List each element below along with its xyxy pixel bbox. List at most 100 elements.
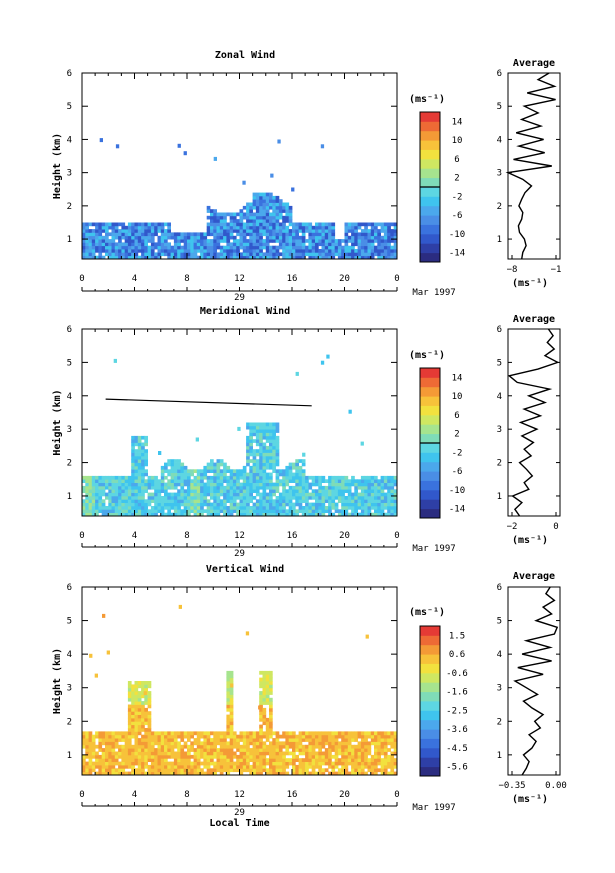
heatmap-cell	[370, 232, 375, 237]
heatmap-cell	[265, 506, 270, 510]
heatmap-cell	[288, 229, 293, 233]
heatmap-cell	[331, 235, 336, 240]
heatmap-cell	[265, 761, 270, 766]
heatmap-cell	[134, 489, 139, 493]
heatmap-cell	[160, 751, 165, 756]
heatmap-cell	[134, 681, 139, 685]
heatmap-cell	[98, 235, 103, 240]
heatmap-cell	[272, 219, 276, 223]
heatmap-cell	[269, 229, 273, 233]
heatmap-cell	[377, 255, 381, 260]
heatmap-cell	[311, 479, 316, 483]
heatmap-cell	[383, 245, 388, 250]
heatmap-cell	[354, 242, 358, 247]
heatmap-cell	[160, 761, 165, 766]
heatmap-cell	[213, 242, 217, 247]
heatmap-cell	[226, 721, 231, 726]
heatmap-cell	[265, 435, 270, 440]
heatmap-cell	[239, 469, 244, 473]
heatmap-cell	[121, 502, 126, 507]
heatmap-cell	[301, 252, 306, 257]
heatmap-cell	[351, 758, 355, 762]
heatmap-cell	[255, 472, 260, 477]
heatmap-cell	[315, 731, 319, 736]
heatmap-cell	[164, 764, 168, 769]
heatmap-cell	[213, 754, 217, 759]
heatmap-cell	[147, 758, 152, 762]
heatmap-cell	[380, 489, 385, 493]
heatmap-cell	[255, 192, 260, 197]
colorbar-segment	[420, 461, 440, 472]
heatmap-cell	[252, 465, 257, 470]
heatmap-cell	[141, 764, 145, 769]
heatmap-cell	[219, 506, 224, 510]
heatmap-cell	[101, 222, 106, 227]
heatmap-cell	[177, 761, 181, 766]
heatmap-cell	[301, 512, 306, 517]
heatmap-cell	[275, 744, 280, 749]
heatmap-cell	[259, 738, 263, 742]
heatmap-cell	[364, 475, 368, 480]
heatmap-cell	[380, 475, 385, 480]
colorbar-segment	[420, 130, 440, 141]
heatmap-cell	[141, 754, 145, 759]
heatmap-cell	[249, 212, 253, 217]
heatmap-cell	[108, 482, 112, 487]
heatmap-cell	[223, 462, 227, 467]
heatmap-cell	[393, 482, 398, 487]
heatmap-cell	[383, 734, 388, 739]
heatmap-cell	[351, 252, 355, 257]
heatmap-cell	[177, 459, 181, 463]
heatmap-cell	[249, 485, 253, 490]
heatmap-cell	[134, 771, 139, 776]
heatmap-cell	[111, 235, 116, 240]
heatmap-cell	[242, 496, 247, 500]
heatmap-cell	[278, 472, 283, 477]
heatmap-cell	[177, 479, 181, 483]
heatmap-cell	[105, 731, 109, 736]
heatmap-cell	[154, 761, 158, 766]
heatmap-cell	[134, 472, 139, 477]
heatmap-cell	[137, 245, 142, 250]
heatmap-cell	[105, 245, 109, 250]
heatmap-cell	[298, 249, 303, 253]
heatmap-cell	[278, 768, 283, 773]
heatmap-cell	[328, 485, 332, 490]
heatmap-cell	[259, 215, 263, 220]
heatmap-cell	[298, 734, 303, 739]
heatmap-cell	[262, 506, 267, 510]
heatmap-cell	[101, 245, 106, 250]
heatmap-cell	[347, 496, 352, 500]
heatmap-cell	[324, 479, 329, 483]
heatmap-cell	[344, 512, 349, 517]
heatmap-cell	[272, 771, 276, 776]
heatmap-cell	[390, 509, 395, 513]
heatmap-cell	[262, 242, 267, 247]
heatmap-cell	[229, 479, 234, 483]
heatmap-cell	[203, 754, 208, 759]
heatmap-cell	[236, 232, 240, 237]
heatmap-cell	[269, 449, 273, 453]
heatmap-cell	[305, 479, 309, 483]
heatmap-cell	[216, 738, 221, 742]
heatmap-cell	[210, 744, 214, 749]
avg-y-tick-label: 6	[497, 69, 502, 79]
heatmap-cell	[262, 684, 267, 689]
y-tick-label: 3	[67, 684, 72, 694]
heatmap-cell	[308, 482, 313, 487]
heatmap-cell	[252, 429, 257, 433]
heatmap-cell	[167, 741, 171, 746]
heatmap-cell	[167, 245, 171, 250]
heatmap-cell	[315, 475, 319, 480]
heatmap-cell	[216, 754, 221, 759]
heatmap-cell	[357, 764, 362, 769]
heatmap-cell	[364, 489, 368, 493]
heatmap-cell	[164, 489, 168, 493]
heatmap-cell	[249, 469, 253, 473]
average-title: Average	[513, 314, 555, 325]
heatmap-cell	[255, 758, 260, 762]
heatmap-cell	[88, 255, 93, 260]
heatmap-cell	[387, 245, 391, 250]
heatmap-cell	[285, 758, 290, 762]
heatmap-cell	[183, 506, 188, 510]
